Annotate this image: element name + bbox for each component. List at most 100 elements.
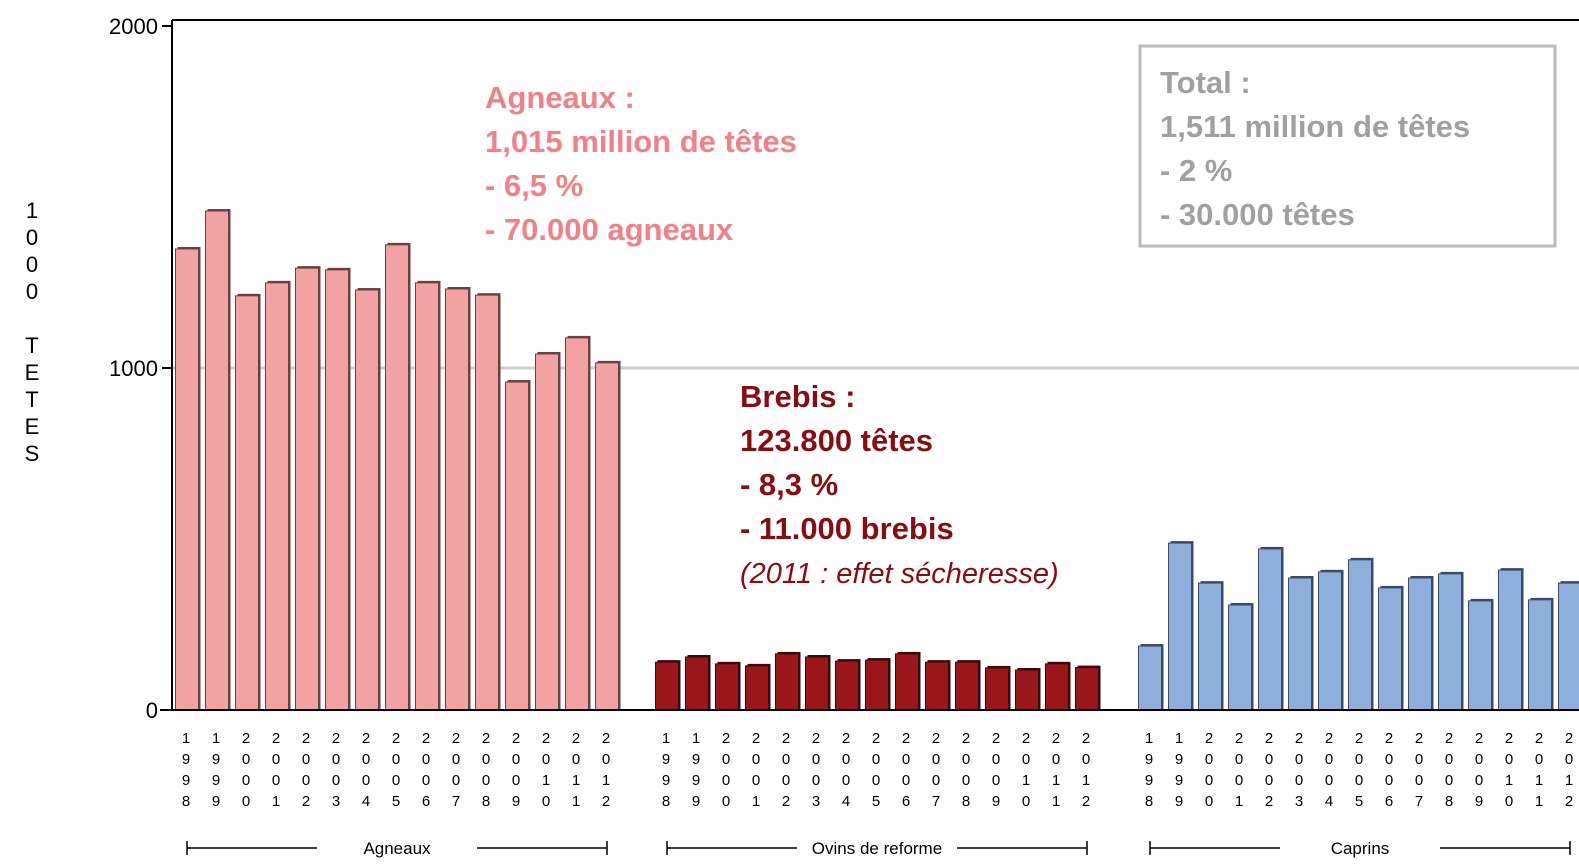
x-tick-label: 1999 (1171, 730, 1188, 814)
bar (1348, 559, 1372, 711)
x-tick-label: 2004 (838, 730, 855, 814)
x-tick-label: 2011 (1531, 730, 1548, 814)
bar (1378, 587, 1402, 711)
x-tick-label: 2009 (508, 730, 525, 814)
x-tick-label: 2009 (1471, 730, 1488, 814)
x-tick-label: 2005 (388, 730, 405, 814)
annotation-line: - 70.000 agneaux (485, 212, 734, 247)
x-tick-label: 2005 (1351, 730, 1368, 814)
group-label-bg (317, 836, 477, 860)
x-tick-label: 2007 (928, 730, 945, 814)
x-tick-label: 2006 (1381, 730, 1398, 814)
bar (205, 210, 229, 711)
bar (1045, 663, 1069, 711)
bar (355, 289, 379, 711)
annotation-line: Brebis : (740, 379, 855, 414)
x-tick-label: 2011 (1048, 730, 1065, 814)
annotation-line: - 8,3 % (740, 467, 838, 502)
bar (1408, 577, 1432, 711)
group-label: Ovins de reforme (812, 839, 942, 858)
x-tick-label: 1998 (1141, 730, 1158, 814)
bar (775, 653, 799, 711)
annotation-line: 123.800 têtes (740, 423, 933, 458)
x-tick-label: 2008 (478, 730, 495, 814)
group-label: Caprins (1331, 839, 1390, 858)
bar (415, 282, 439, 711)
annotation-line: - 30.000 têtes (1160, 197, 1355, 232)
bar (445, 288, 469, 711)
x-tick-label: 2002 (778, 730, 795, 814)
y-tick-label: 0 (146, 698, 158, 723)
annotation-line: - 6,5 % (485, 168, 583, 203)
x-tick-label: 2012 (1561, 730, 1578, 814)
bar (1438, 573, 1462, 711)
x-tick-label: 2008 (958, 730, 975, 814)
bar (1228, 604, 1252, 711)
x-tick-label: 2004 (1321, 730, 1338, 814)
x-tick-label: 2010 (538, 730, 555, 814)
y-tick-label: 2000 (109, 14, 158, 39)
bar (1075, 667, 1099, 711)
bar (565, 337, 589, 711)
x-tick-label: 1998 (658, 730, 675, 814)
annotation-line: - 2 % (1160, 153, 1232, 188)
group-label: Agneaux (363, 839, 431, 858)
bar (985, 667, 1009, 711)
x-tick-label: 2012 (598, 730, 615, 814)
x-tick-label: 2011 (568, 730, 585, 814)
bar (535, 353, 559, 711)
bar (1318, 571, 1342, 711)
bar (895, 653, 919, 711)
bar (505, 381, 529, 711)
bar (715, 663, 739, 711)
x-tick-label: 2001 (268, 730, 285, 814)
bar (655, 661, 679, 711)
x-tick-label: 2000 (1201, 730, 1218, 814)
x-tick-label: 2012 (1078, 730, 1095, 814)
bar (1138, 645, 1162, 711)
bar (835, 660, 859, 711)
y-tick-label: 1000 (109, 356, 158, 381)
x-tick-label: 2006 (418, 730, 435, 814)
annotation-line: Agneaux : (485, 80, 635, 115)
x-tick-label: 2010 (1018, 730, 1035, 814)
bar (865, 659, 889, 711)
x-tick-label: 1998 (178, 730, 195, 814)
bar (1168, 542, 1192, 711)
annotation-line: Total : (1160, 65, 1251, 100)
annotation-line: 1,015 million de têtes (485, 124, 797, 159)
x-tick-label: 2008 (1441, 730, 1458, 814)
bar (265, 282, 289, 711)
bar (745, 665, 769, 711)
bar (1468, 600, 1492, 711)
x-tick-label: 2001 (748, 730, 765, 814)
bar (475, 294, 499, 711)
x-tick-label: 2004 (358, 730, 375, 814)
x-tick-label: 2000 (718, 730, 735, 814)
x-tick-label: 2003 (808, 730, 825, 814)
bar (685, 656, 709, 711)
group-label-bg (1280, 836, 1440, 860)
bar (1258, 548, 1282, 711)
bar (295, 267, 319, 711)
x-tick-label: 1999 (688, 730, 705, 814)
x-tick-label: 2007 (1411, 730, 1428, 814)
bar (235, 295, 259, 711)
annotation-line: 1,511 million de têtes (1160, 109, 1470, 144)
bar (175, 248, 199, 711)
annotation-box (1138, 44, 1557, 248)
bar (925, 661, 949, 711)
x-tick-label: 2010 (1501, 730, 1518, 814)
x-tick-label: 2002 (1261, 730, 1278, 814)
bar (385, 244, 409, 711)
bar (1498, 569, 1522, 711)
bar (805, 656, 829, 711)
annotation-line: - 11.000 brebis (740, 511, 954, 546)
annotation-note: (2011 : effet sécheresse) (740, 558, 1059, 590)
x-tick-label: 2007 (448, 730, 465, 814)
x-tick-label: 2001 (1231, 730, 1248, 814)
bar (325, 269, 349, 711)
bar (595, 362, 619, 711)
bar (1528, 599, 1552, 711)
